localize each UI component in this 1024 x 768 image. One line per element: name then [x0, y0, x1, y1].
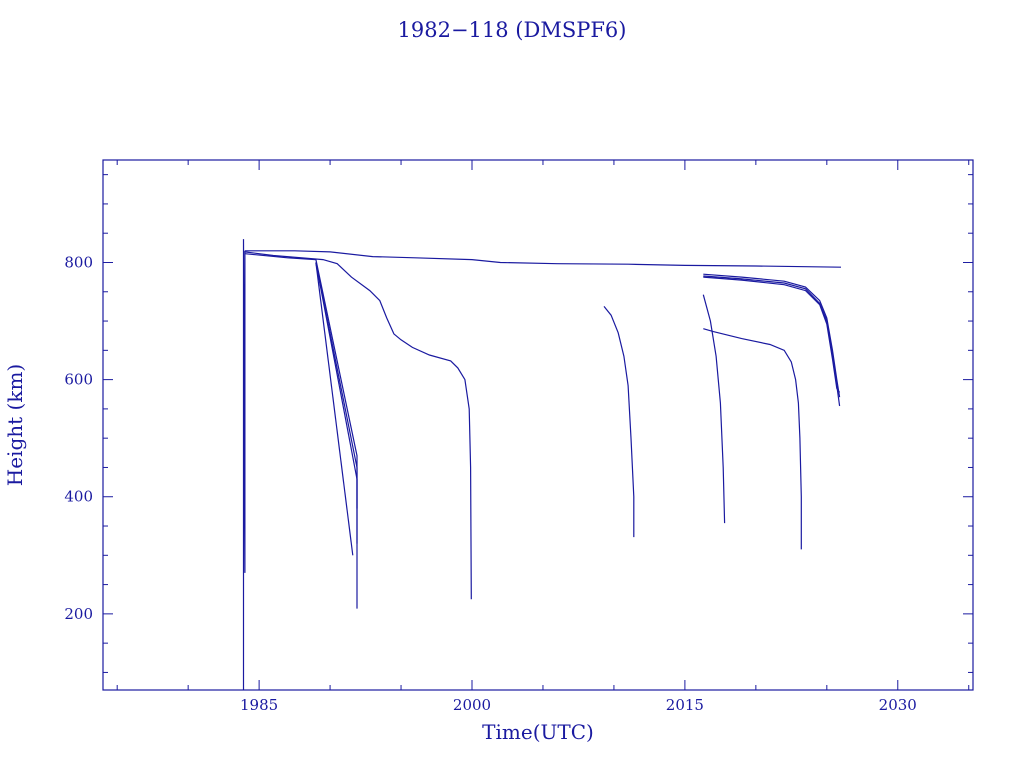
series-group — [242, 239, 842, 690]
x-tick-label: 1985 — [240, 696, 278, 714]
series-line-12 — [703, 275, 841, 407]
y-axis-label: Height (km) — [3, 364, 27, 486]
plot-frame — [102, 159, 974, 691]
series-line-8 — [603, 306, 635, 538]
series-line-10 — [703, 328, 802, 550]
series-line-3 — [244, 251, 472, 600]
series-line-1 — [242, 239, 246, 690]
series-line-2 — [244, 250, 842, 268]
y-tick-label: 400 — [64, 488, 93, 506]
x-tick-label: 2015 — [666, 696, 704, 714]
series-line-6 — [315, 262, 358, 544]
series-line-13 — [703, 276, 841, 393]
y-tick-label: 600 — [64, 371, 93, 389]
series-line-9 — [702, 294, 726, 524]
series-line-4 — [244, 253, 358, 609]
x-tick-label: 2000 — [453, 696, 491, 714]
series-line-5 — [315, 262, 354, 556]
chart-title: 1982−118 (DMSPF6) — [398, 18, 627, 42]
axis-ticks — [103, 160, 973, 690]
y-tick-label: 800 — [64, 253, 93, 271]
series-line-11 — [703, 273, 841, 398]
series-line-7 — [315, 262, 358, 509]
x-axis-label: Time(UTC) — [482, 720, 594, 744]
y-tick-label: 200 — [64, 605, 93, 623]
axis-tick-labels: 1985 2000 2015 2030 200 400 600 800 — [64, 253, 917, 714]
x-tick-label: 2030 — [879, 696, 917, 714]
